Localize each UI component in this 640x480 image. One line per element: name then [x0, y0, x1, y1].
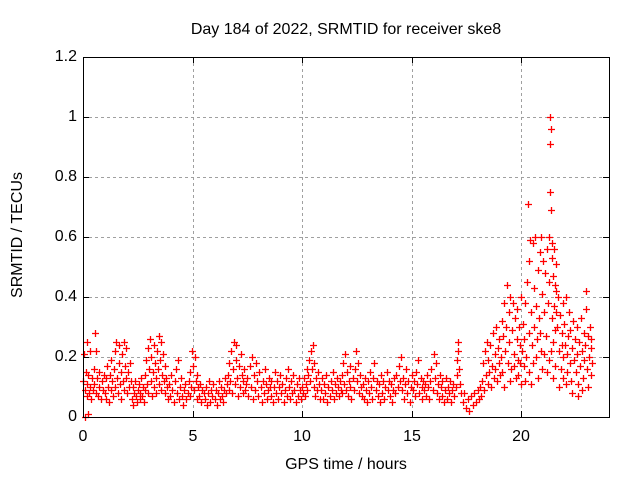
chart-title: Day 184 of 2022, SRMTID for receiver ske…: [190, 21, 502, 38]
y-tick-label: 1: [68, 108, 77, 125]
y-tick-label: 0.4: [54, 288, 77, 305]
x-tick-label: 20: [512, 428, 530, 445]
grid-lines: [83, 57, 609, 417]
y-tick-label: 0.6: [54, 228, 77, 245]
y-tick-label: 0: [68, 408, 77, 425]
y-tick-label: 0.8: [54, 168, 77, 185]
y-tick-label: 1.2: [54, 48, 77, 65]
x-tick-label: 5: [188, 428, 198, 445]
plot-border: [83, 57, 610, 418]
x-axis-label: GPS time / hours: [285, 456, 407, 473]
x-tick-label: 0: [78, 428, 88, 445]
x-tick-label: 10: [293, 428, 311, 445]
x-tick-label: 15: [403, 428, 421, 445]
y-tick-label: 0.2: [54, 348, 77, 365]
scatter-points: [80, 114, 596, 421]
